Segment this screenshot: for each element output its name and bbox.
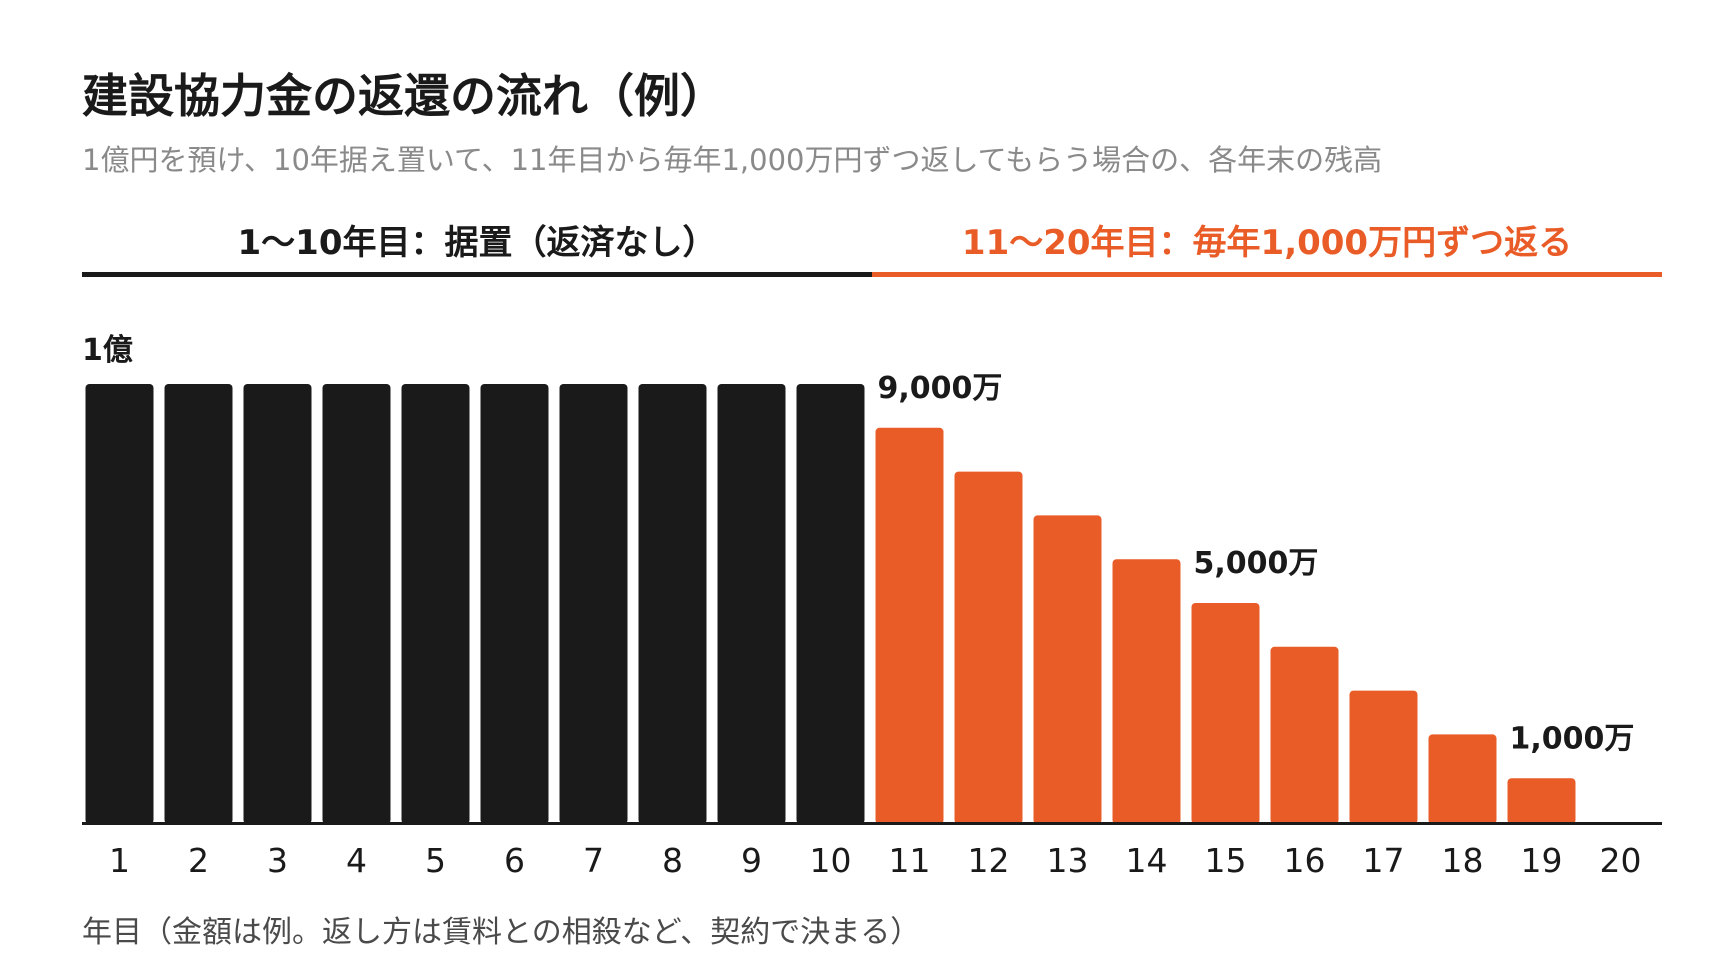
x-tick-5: 5 xyxy=(425,841,446,880)
phase-label-repayment: 11〜20年目：毎年1,000万円ずつ返る xyxy=(961,223,1573,263)
value-label-year-11: 9,000万 xyxy=(878,371,1003,406)
value-label-year-15: 5,000万 xyxy=(1194,546,1319,581)
value-label-year-19: 1,000万 xyxy=(1510,721,1635,756)
bar-year-7 xyxy=(559,384,628,824)
x-tick-16: 16 xyxy=(1284,841,1326,880)
x-tick-8: 8 xyxy=(662,841,683,880)
x-tick-3: 3 xyxy=(267,841,288,880)
x-tick-10: 10 xyxy=(810,841,852,880)
x-tick-17: 17 xyxy=(1363,841,1405,880)
bar-year-18 xyxy=(1428,734,1497,824)
x-tick-18: 18 xyxy=(1442,841,1484,880)
bar-year-17 xyxy=(1349,690,1418,824)
bar-year-1 xyxy=(85,384,154,824)
chart-subtitle: 1億円を預け、10年据え置いて、11年目から毎年1,000万円ずつ返してもらう場… xyxy=(82,143,1383,177)
bar-year-12 xyxy=(954,471,1023,824)
phase-divider-deferred xyxy=(82,272,872,277)
bar-year-5 xyxy=(401,384,470,824)
x-tick-20: 20 xyxy=(1600,841,1642,880)
x-tick-15: 15 xyxy=(1205,841,1247,880)
value-label-year-1: 1億 xyxy=(82,333,133,368)
bar-year-2 xyxy=(164,384,233,824)
x-tick-13: 13 xyxy=(1047,841,1089,880)
bar-year-10 xyxy=(796,384,865,824)
x-tick-6: 6 xyxy=(504,841,525,880)
x-axis-caption: 年目（金額は例。返し方は賃料との相殺など、契約で決まる） xyxy=(82,915,921,950)
x-tick-12: 12 xyxy=(968,841,1010,880)
chart-title: 建設協力金の返還の流れ（例） xyxy=(82,69,726,123)
bar-year-11 xyxy=(875,427,944,824)
bar-year-3 xyxy=(243,384,312,824)
phase-label-deferred: 1〜10年目：据置（返済なし） xyxy=(237,223,717,263)
x-tick-7: 7 xyxy=(583,841,604,880)
bar-year-15 xyxy=(1191,603,1260,824)
bar-year-14 xyxy=(1112,559,1181,824)
bar-year-4 xyxy=(322,384,391,824)
x-tick-19: 19 xyxy=(1521,841,1563,880)
x-tick-9: 9 xyxy=(741,841,762,880)
phase-divider-repayment xyxy=(872,272,1662,277)
x-tick-1: 1 xyxy=(109,841,130,880)
x-tick-14: 14 xyxy=(1126,841,1168,880)
bar-year-19 xyxy=(1507,778,1576,824)
bar-year-8 xyxy=(638,384,707,824)
x-tick-11: 11 xyxy=(889,841,931,880)
bar-year-13 xyxy=(1033,515,1102,824)
bar-year-6 xyxy=(480,384,549,824)
bar-year-9 xyxy=(717,384,786,824)
x-tick-2: 2 xyxy=(188,841,209,880)
bar-year-16 xyxy=(1270,646,1339,824)
x-tick-4: 4 xyxy=(346,841,367,880)
x-axis-line xyxy=(82,822,1662,825)
